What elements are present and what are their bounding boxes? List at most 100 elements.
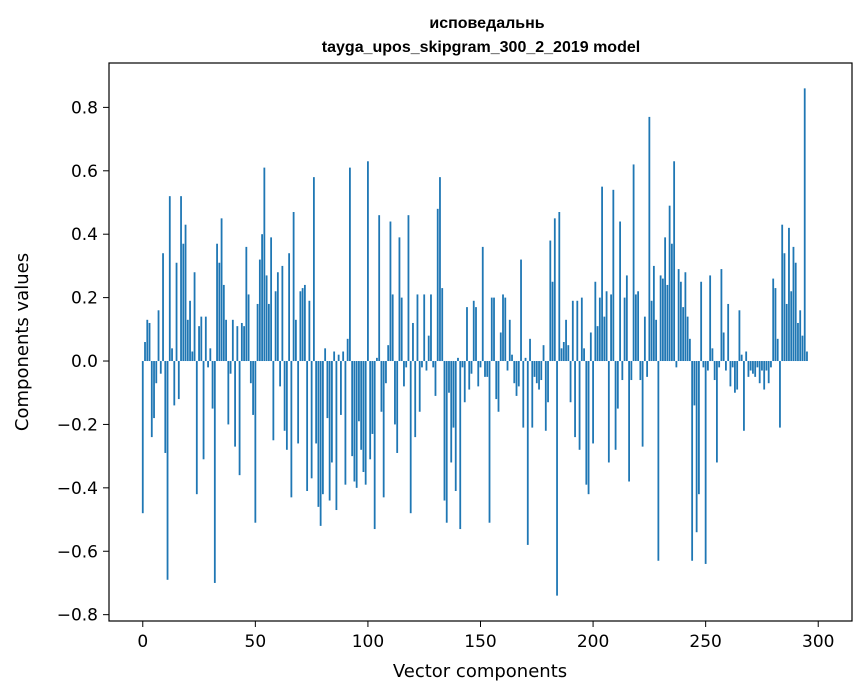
bar-125 [423,294,426,362]
bar-214 [623,297,626,362]
bar-184 [556,361,558,596]
bar-61 [279,361,282,387]
bar-234 [668,205,671,362]
bar-41 [234,361,236,447]
bar-23 [193,272,196,362]
bar-175 [535,361,538,384]
y-axis: −0.8 −0.6 −0.4 −0.2 0.0 0.2 0.4 0.6 0.8 [57,98,109,626]
bar-278 [767,361,770,384]
bar-146 [470,361,473,374]
bar-93 [351,361,354,457]
bar-188 [565,319,567,362]
bar-145 [468,361,471,390]
bars-group [141,88,808,596]
y-tick-label-1: −0.6 [57,542,98,562]
bar-11 [166,361,169,580]
bar-215 [625,275,628,362]
bar-155 [490,297,493,362]
bar-142 [461,361,464,368]
bar-121 [414,361,417,438]
bar-138 [452,361,455,428]
bar-193 [576,300,579,362]
bar-87 [337,354,340,362]
bar-55 [265,275,268,362]
bar-227 [652,265,655,362]
bar-35 [220,218,223,362]
bar-218 [632,164,635,362]
bar-88 [340,361,342,415]
bar-136 [448,361,450,393]
bar-224 [646,361,649,377]
bar-283 [779,361,781,428]
bar-39 [229,361,232,374]
bar-102 [371,361,374,434]
bar-181 [549,240,552,362]
bar-116 [403,361,405,387]
bar-32 [213,361,216,583]
bar-247 [698,361,700,495]
bar-210 [614,361,617,450]
bar-45 [243,326,245,362]
bar-57 [270,237,273,362]
bar-294 [803,88,806,362]
bar-168 [520,259,522,362]
bar-197 [585,361,588,485]
bar-163 [508,319,511,362]
bar-219 [634,294,637,362]
bar-54 [263,167,266,362]
bar-132 [439,177,441,362]
bar-104 [376,357,378,362]
bar-257 [720,269,723,362]
bar-208 [610,294,612,362]
bar-157 [495,361,498,400]
bar-139 [454,361,457,492]
bar-196 [583,348,585,362]
bar-19 [184,224,187,362]
bar-272 [754,361,757,377]
bar-52 [258,259,261,362]
bar-156 [493,297,495,362]
bar-8 [159,361,162,374]
chart-title: исповедальнь [429,15,544,32]
bar-258 [722,332,725,362]
y-tick-label-3: −0.2 [57,415,98,435]
bar-119 [409,361,412,514]
bar-286 [785,303,788,362]
bar-159 [499,332,502,362]
x-tick-label-0: 0 [137,632,148,652]
x-tick-label-150: 150 [464,632,496,652]
bar-71 [301,288,304,362]
bar-167 [517,361,520,387]
bar-127 [427,335,430,362]
bar-198 [587,361,590,495]
bar-59 [274,291,277,362]
bar-158 [497,361,500,412]
bar-200 [592,361,594,444]
bar-259 [725,361,727,371]
bar-205 [603,316,606,362]
bar-50 [254,361,257,523]
x-tick-label-300: 300 [802,632,834,652]
bar-21 [189,300,191,362]
bar-288 [790,291,793,362]
bar-20 [186,319,189,362]
bar-249 [702,361,705,368]
bar-275 [761,361,763,371]
bar-128 [430,294,432,362]
bar-1 [144,342,146,362]
bar-129 [432,361,435,368]
bar-149 [477,361,480,387]
bar-7 [157,310,160,362]
bar-43 [238,361,241,476]
bar-67 [292,212,295,362]
bar-91 [346,338,349,362]
bar-254 [713,361,716,381]
bar-270 [749,361,752,371]
bar-79 [319,361,322,526]
bar-173 [531,361,534,428]
bar-150 [479,361,482,368]
bar-63 [283,361,286,431]
bar-281 [774,288,777,362]
bar-107 [382,361,385,498]
